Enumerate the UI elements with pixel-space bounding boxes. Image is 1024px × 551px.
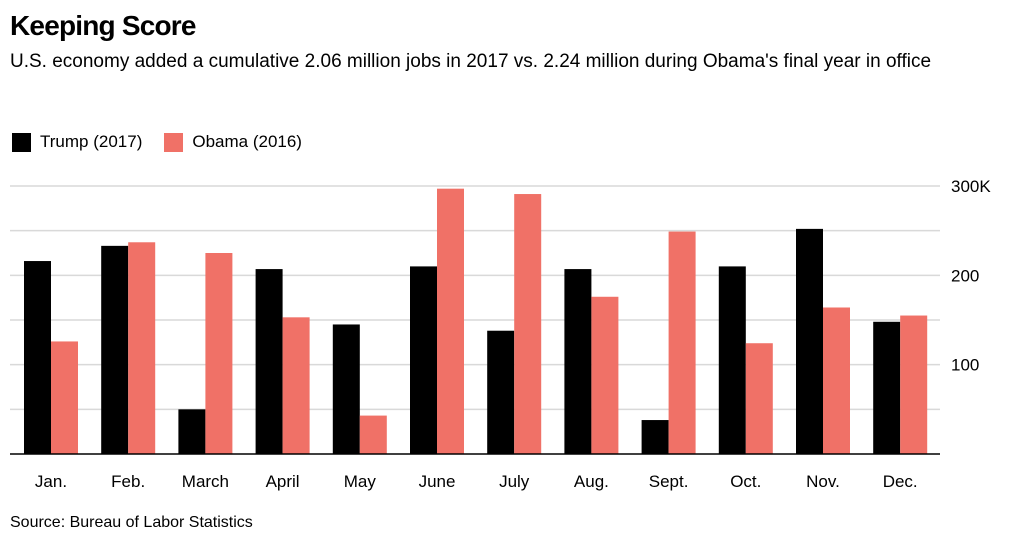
bar-trump-7 <box>487 330 515 454</box>
x-tick-label: Oct. <box>730 472 761 491</box>
bar-obama-3 <box>205 253 233 454</box>
bar-obama-12 <box>900 315 928 454</box>
bar-trump-2 <box>101 245 129 454</box>
bar-trump-5 <box>332 324 360 454</box>
bar-obama-4 <box>282 317 310 454</box>
bar-obama-2 <box>128 242 156 454</box>
legend: Trump (2017) Obama (2016) <box>12 132 324 152</box>
bar-obama-5 <box>359 415 387 454</box>
bar-obama-1 <box>51 341 78 454</box>
bar-obama-7 <box>514 194 542 455</box>
x-tick-label: July <box>499 472 530 491</box>
y-tick-label: 200 <box>951 266 979 285</box>
x-tick-label: Nov. <box>806 472 840 491</box>
chart-title: Keeping Score <box>10 10 196 41</box>
bar-trump-12 <box>873 321 901 454</box>
x-tick-label: Feb. <box>111 472 145 491</box>
y-tick-label: 100 <box>951 356 979 375</box>
chart-subtitle: U.S. economy added a cumulative 2.06 mil… <box>10 51 932 72</box>
bar-trump-4 <box>255 269 283 454</box>
legend-swatch-trump <box>12 132 31 152</box>
bar-obama-8 <box>591 296 619 454</box>
x-tick-label: Dec. <box>883 472 918 491</box>
bar-obama-10 <box>745 343 773 454</box>
x-tick-label: April <box>266 472 300 491</box>
bar-obama-9 <box>668 231 696 454</box>
bar-trump-1 <box>24 261 51 454</box>
x-tick-label: Aug. <box>574 472 609 491</box>
legend-item-trump: Trump (2017) <box>12 132 142 152</box>
y-tick-label: 300K <box>951 177 991 196</box>
bar-trump-8 <box>564 269 592 454</box>
bar-trump-9 <box>641 420 669 454</box>
legend-label-trump: Trump (2017) <box>40 132 143 151</box>
x-tick-label: June <box>419 472 456 491</box>
x-tick-label: March <box>182 472 229 491</box>
bar-trump-11 <box>796 228 823 454</box>
legend-item-obama: Obama (2016) <box>164 132 302 152</box>
bar-obama-6 <box>437 188 464 454</box>
x-tick-label: Jan. <box>35 472 67 491</box>
bar-trump-3 <box>178 409 206 454</box>
source-note: Source: Bureau of Labor Statistics <box>10 514 253 531</box>
x-tick-label: May <box>344 472 377 491</box>
legend-swatch-obama <box>164 132 184 152</box>
bar-obama-11 <box>823 307 850 454</box>
bar-trump-6 <box>410 266 437 454</box>
bar-trump-10 <box>718 266 746 454</box>
legend-label-obama: Obama (2016) <box>192 132 302 151</box>
x-tick-label: Sept. <box>649 472 689 491</box>
